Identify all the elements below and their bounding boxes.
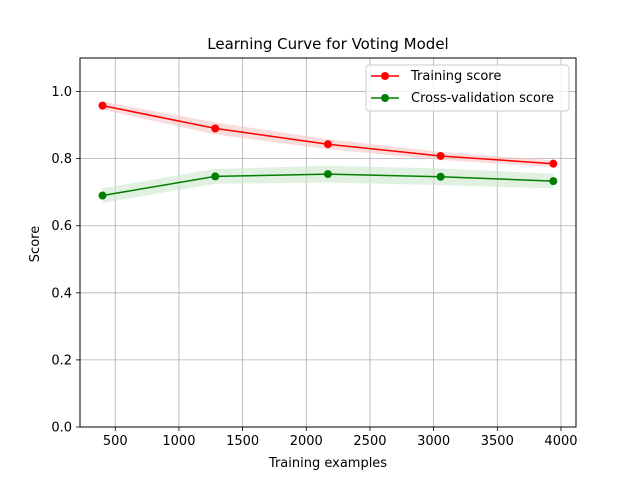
legend: Training score Cross-validation score	[365, 64, 570, 112]
chart-title: Learning Curve for Voting Model	[207, 35, 448, 53]
data-point-series-1	[549, 177, 558, 186]
data-point-series-0	[211, 124, 220, 133]
data-point-series-1	[98, 191, 107, 200]
x-axis-label: Training examples	[268, 456, 387, 471]
x-tick-label: 3500	[481, 434, 514, 449]
x-tick-label: 4000	[544, 434, 577, 449]
y-tick-label: 0.4	[51, 286, 72, 301]
y-tick-label: 0.2	[51, 353, 72, 368]
legend-box	[365, 64, 570, 112]
x-tick-label: 1000	[162, 434, 195, 449]
legend-marker-training	[381, 72, 389, 80]
y-tick-label: 0.0	[51, 421, 72, 436]
legend-marker-cv	[381, 94, 389, 102]
plot-frame	[79, 57, 577, 428]
y-axis-label: Score	[28, 226, 43, 262]
data-point-series-1	[436, 172, 445, 181]
legend-label-cv: Cross-validation score	[411, 91, 554, 106]
data-point-series-0	[98, 101, 107, 110]
legend-label-training: Training score	[410, 69, 501, 84]
y-tick-label: 0.8	[51, 152, 72, 167]
data-point-series-1	[211, 172, 220, 181]
x-tick-label: 2500	[353, 434, 386, 449]
x-axis-ticks: 500 1000 1500 2000 2500 3000 3500 4000	[103, 427, 578, 449]
data-point-series-1	[323, 170, 332, 179]
std-bands	[102, 101, 554, 203]
x-tick-label: 1500	[226, 434, 259, 449]
x-tick-label: 3000	[417, 434, 450, 449]
y-tick-label: 0.6	[51, 219, 72, 234]
x-tick-label: 500	[103, 434, 128, 449]
y-tick-label: 1.0	[51, 85, 72, 100]
data-point-series-0	[323, 140, 332, 149]
x-tick-label: 2000	[290, 434, 323, 449]
series-points	[98, 101, 558, 200]
y-axis-ticks: 0.0 0.2 0.4 0.6 0.8 1.0	[51, 85, 80, 436]
data-point-series-0	[549, 159, 558, 168]
data-point-series-0	[436, 151, 445, 160]
